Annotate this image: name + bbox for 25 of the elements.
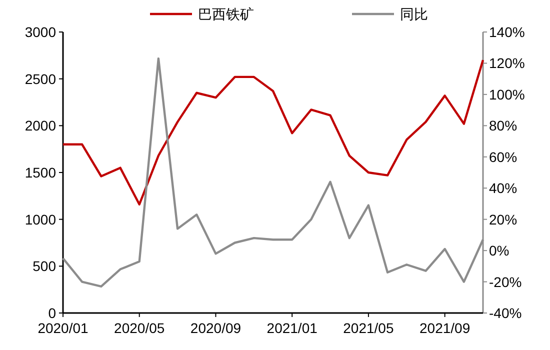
x-tick-label: 2021/01	[266, 320, 318, 336]
y-tick-label: 500	[32, 258, 56, 274]
x-tick-label: 2020/05	[114, 320, 165, 336]
legend-label: 同比	[400, 6, 428, 22]
y2-tick-label: 140%	[489, 24, 525, 40]
y2-tick-label: 80%	[489, 118, 518, 134]
y-tick-label: 0	[48, 305, 56, 321]
y2-tick-label: 120%	[489, 55, 525, 72]
y-tick-label: 1000	[24, 211, 56, 228]
x-tick-label: 2020/09	[190, 320, 242, 336]
y-tick-label: 1500	[24, 164, 56, 180]
y2-tick-label: 0%	[489, 242, 510, 259]
y2-tick-label: -40%	[489, 305, 522, 321]
y2-tick-label: 100%	[489, 86, 525, 102]
y2-tick-label: 60%	[489, 148, 518, 165]
y2-tick-label: -20%	[489, 274, 522, 290]
y-tick-label: 2000	[24, 118, 56, 134]
y2-tick-label: 20%	[489, 211, 518, 228]
legend-label: 巴西铁矿	[198, 6, 254, 22]
x-tick-label: 2020/01	[38, 320, 89, 336]
y2-tick-label: 40%	[489, 180, 518, 196]
y-tick-label: 2500	[24, 70, 56, 87]
y-tick-label: 3000	[24, 24, 56, 40]
x-tick-label: 2021/05	[343, 320, 394, 336]
x-tick-label: 2021/09	[420, 320, 470, 336]
